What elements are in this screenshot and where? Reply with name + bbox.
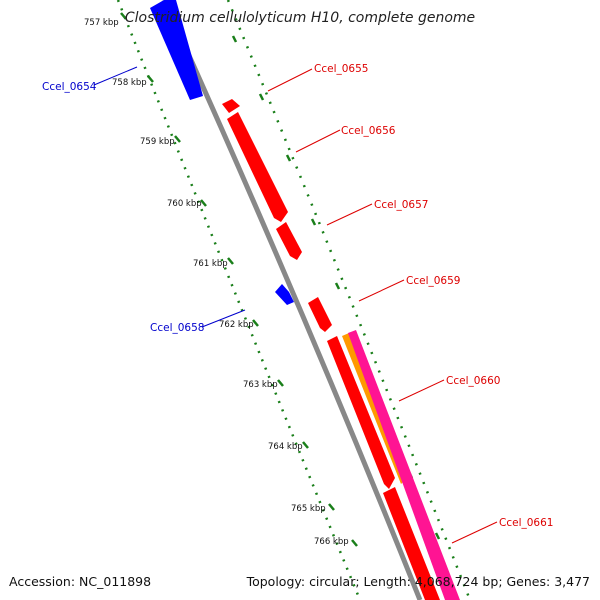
accession-label: Accession: (9, 574, 76, 589)
gene-Ccel_0661[interactable] (383, 487, 440, 600)
genome-stats: Topology: circular; Length: 4,068,724 bp… (246, 574, 590, 589)
length-label: Length: (363, 574, 411, 589)
gene-Ccel_0654[interactable] (150, 0, 203, 100)
outer-dotted-ring (226, 0, 472, 600)
kbp-label: 765 kbp (291, 504, 326, 514)
kbp-labels: 757 kbp 758 kbp 759 kbp 760 kbp 761 kbp 762 k… (84, 18, 349, 547)
gene-label-Ccel_0655[interactable]: Ccel_0655 (314, 63, 368, 75)
kbp-label: 766 kbp (314, 537, 349, 547)
outer-ring-ticks (231, 35, 441, 540)
gene-label-Ccel_0658[interactable]: Ccel_0658 (150, 322, 204, 334)
inner-ring-ticks (120, 12, 358, 547)
accession-value: NC_011898 (79, 574, 152, 589)
kbp-label: 763 kbp (243, 380, 278, 390)
genes-value: 3,477 (554, 574, 590, 589)
gene-Ccel_0655[interactable] (222, 99, 240, 113)
gene-label-Ccel_0659[interactable]: Ccel_0659 (406, 275, 460, 287)
topology-value: circular (309, 574, 356, 589)
gene-Ccel_0656[interactable] (227, 112, 288, 222)
kbp-label: 762 kbp (219, 320, 254, 330)
gene-Ccel_0660[interactable] (327, 336, 395, 489)
topology-label: Topology: (246, 574, 306, 589)
kbp-label: 761 kbp (193, 259, 228, 269)
gene-label-Ccel_0656[interactable]: Ccel_0656 (341, 125, 396, 137)
kbp-label: 757 kbp (84, 18, 119, 28)
gene-Ccel_0657[interactable] (276, 222, 302, 260)
gene-label-Ccel_0654[interactable]: Ccel_0654 (42, 81, 97, 93)
gene-label-Ccel_0657[interactable]: Ccel_0657 (374, 199, 428, 211)
gene-Ccel_0659[interactable] (308, 297, 332, 332)
kbp-label: 759 kbp (140, 137, 175, 147)
gene-feature-pink[interactable] (348, 330, 460, 600)
gene-label-leaders (93, 66, 498, 544)
accession-info: Accession: NC_011898 (9, 574, 151, 589)
kbp-label: 760 kbp (167, 199, 202, 209)
kbp-label: 758 kbp (112, 78, 147, 88)
gene-label-Ccel_0661[interactable]: Ccel_0661 (499, 517, 553, 529)
genome-title: Clostridium cellulolyticum H10, complete… (124, 10, 476, 26)
scale-dotted-ring (116, 0, 362, 600)
kbp-label: 764 kbp (268, 442, 303, 452)
gene-label-Ccel_0660[interactable]: Ccel_0660 (446, 375, 500, 387)
genes-label: Genes: (506, 574, 551, 589)
length-value: 4,068,724 bp (414, 574, 499, 589)
gene-Ccel_0658[interactable] (275, 284, 294, 305)
genome-backbone (161, 0, 423, 600)
